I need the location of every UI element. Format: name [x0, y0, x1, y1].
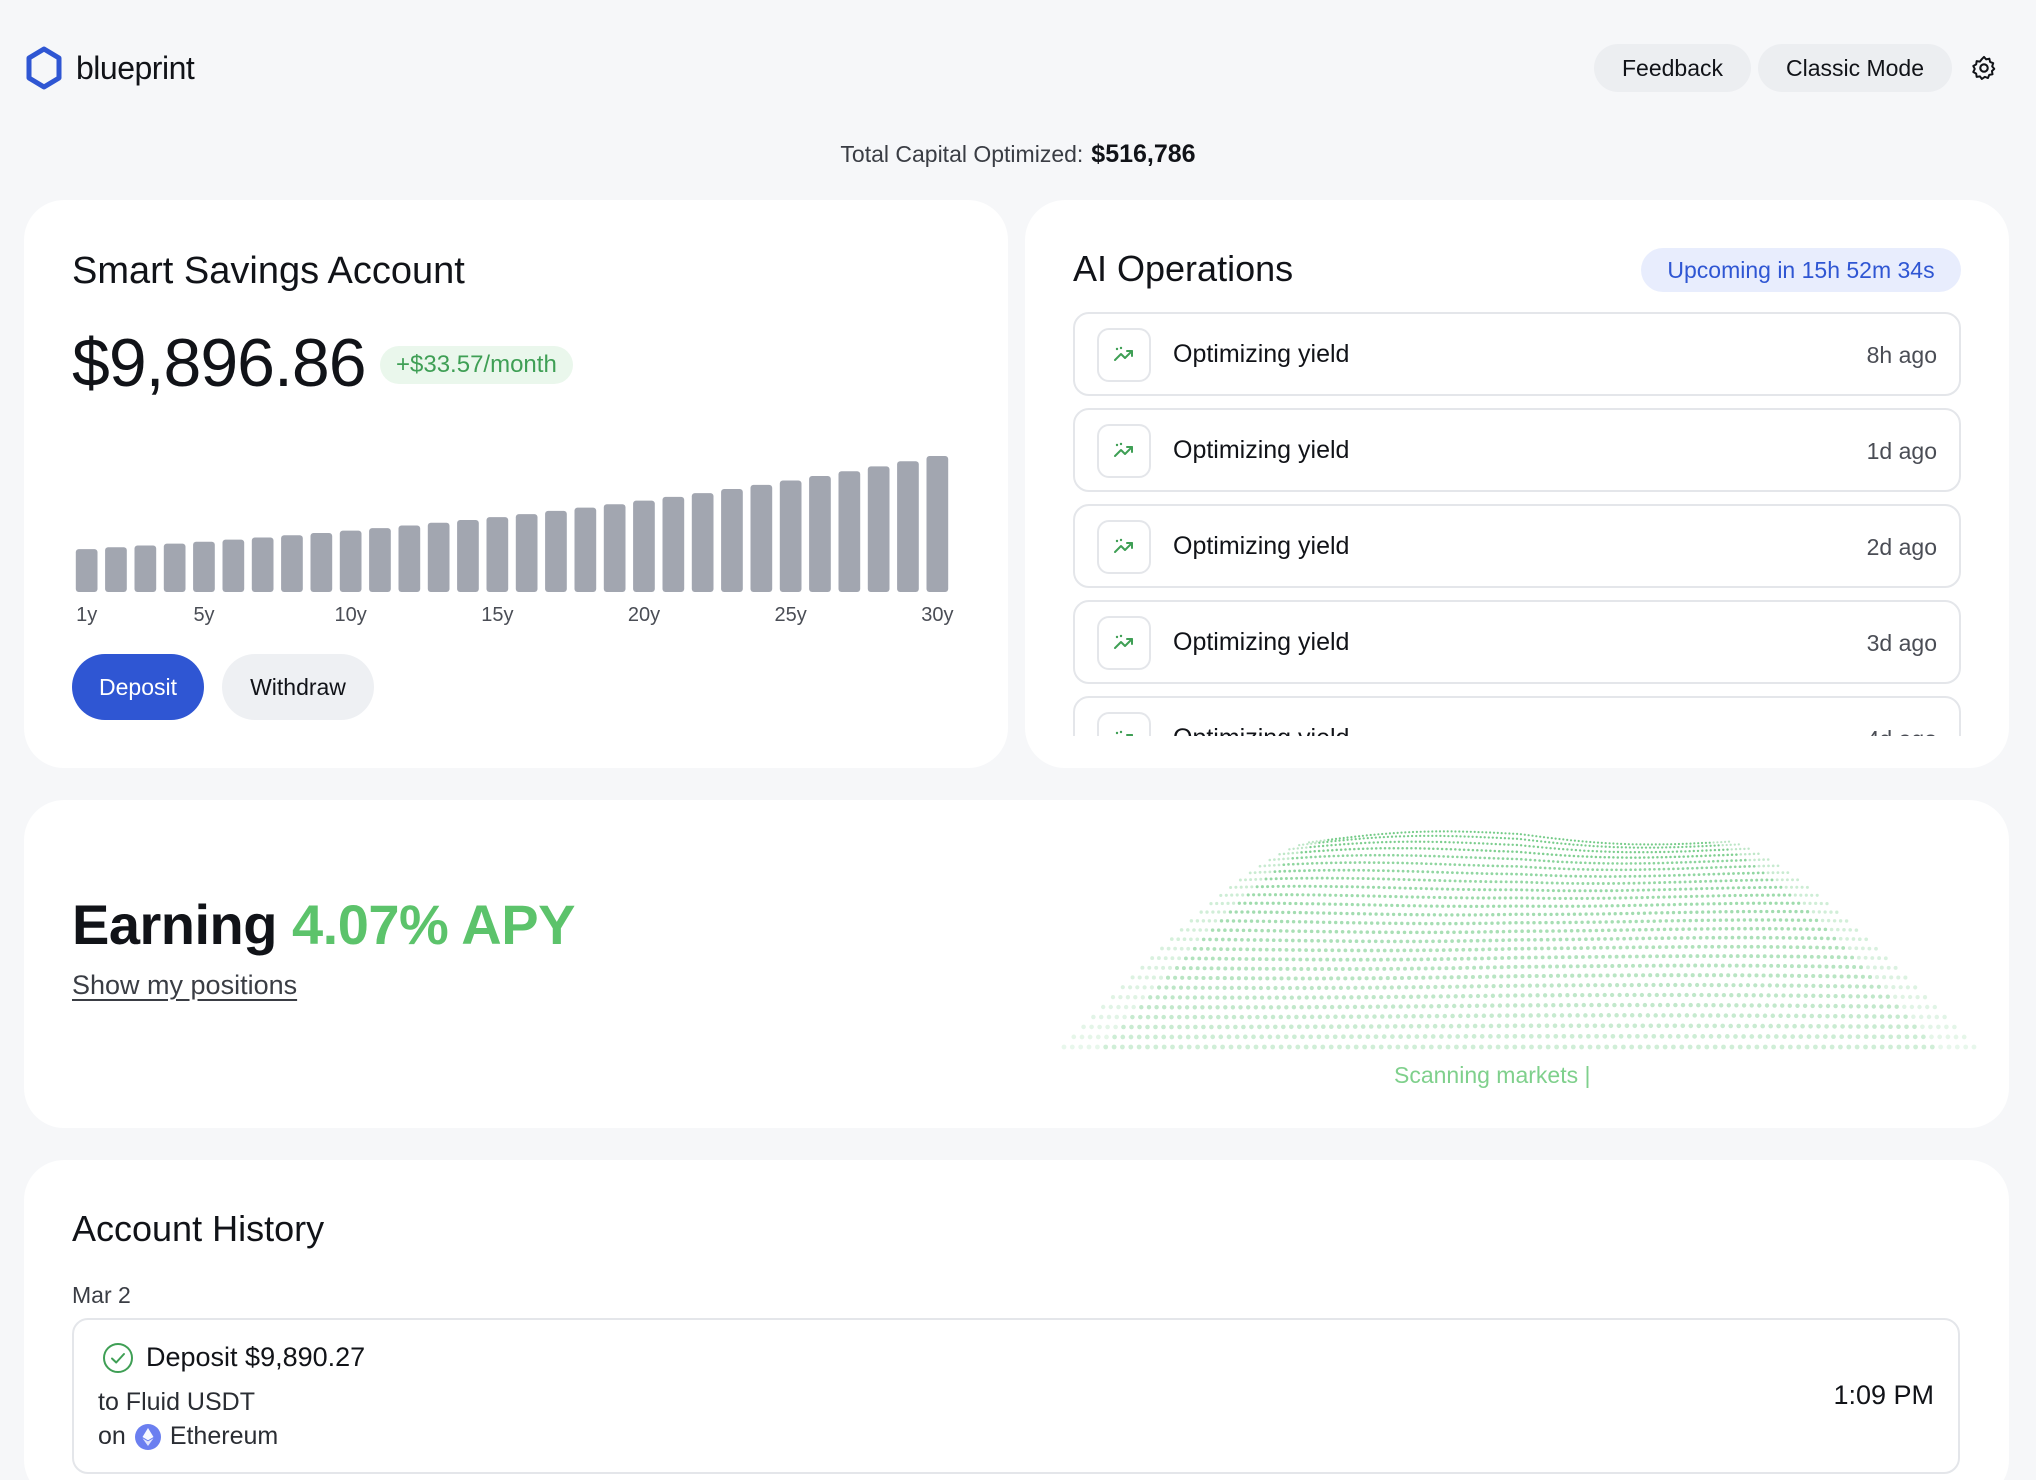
chart-bar-17y: [545, 510, 567, 592]
operation-row[interactable]: Optimizing yield 8h ago: [1073, 312, 1961, 396]
chart-bar-14y: [457, 520, 479, 592]
total-capital: Total Capital Optimized: $516,786: [0, 140, 2036, 169]
chart-bar-26y: [809, 476, 831, 592]
operation-row[interactable]: Optimizing yield 1d ago: [1073, 408, 1961, 492]
operation-time: 1d ago: [1866, 438, 1937, 464]
chart-bar-29y: [897, 461, 919, 592]
chart-bar-30y: [926, 456, 949, 592]
total-capital-label: Total Capital Optimized:: [840, 141, 1084, 167]
classic-mode-button[interactable]: Classic Mode: [1758, 44, 1952, 92]
operation-row[interactable]: Optimizing yield 4d ago: [1073, 696, 1961, 736]
operation-label: Optimizing yield: [1173, 340, 1350, 368]
savings-card: Smart Savings Account $9,896.86 +$33.57/…: [24, 200, 1008, 768]
apy-headline: Earning 4.07% APY: [72, 892, 575, 957]
operation-time: 8h ago: [1866, 342, 1937, 368]
x-tick-label: 30y: [921, 604, 954, 626]
operation-row[interactable]: Optimizing yield 3d ago: [1073, 600, 1961, 684]
apy-prefix: Earning: [72, 893, 277, 956]
gear-icon[interactable]: [1970, 54, 1998, 82]
total-capital-value: $516,786: [1091, 140, 1196, 168]
operation-row[interactable]: Optimizing yield 2d ago: [1073, 504, 1961, 588]
upcoming-badge: Upcoming in 15h 52m 34s: [1641, 248, 1961, 292]
ethereum-icon: [134, 1423, 161, 1450]
app-header: blueprint Feedback Classic Mode: [0, 0, 2036, 140]
scanning-status: Scanning markets |: [1394, 1062, 1591, 1088]
check-circle-icon: [103, 1343, 133, 1373]
history-entry-destination: to Fluid USDT: [98, 1388, 255, 1416]
account-history-title: Account History: [72, 1208, 325, 1249]
history-entry-network: on Ethereum: [98, 1422, 278, 1451]
operation-time: 2d ago: [1866, 534, 1937, 560]
history-entry-network-name: Ethereum: [169, 1422, 279, 1450]
chart-bar-28y: [867, 466, 890, 592]
trending-up-icon: [1097, 328, 1151, 382]
operation-time: 3d ago: [1866, 630, 1937, 656]
chart-bar-20y: [633, 500, 655, 592]
feedback-button[interactable]: Feedback: [1594, 44, 1751, 92]
x-tick-label: 25y: [774, 604, 807, 626]
chart-x-axis: 1y 5y 10y 15y 20y 25y 30y: [72, 604, 954, 634]
chart-bar-11y: [369, 528, 391, 592]
chart-bar-12y: [398, 525, 421, 592]
x-tick-label: 1y: [76, 604, 98, 626]
chart-bar-3y: [134, 545, 157, 592]
operation-label: Optimizing yield: [1173, 532, 1350, 560]
trending-up-icon: [1097, 424, 1151, 478]
chart-bar-25y: [779, 480, 802, 592]
chart-bar-13y: [427, 522, 450, 592]
blueprint-logo-icon: [26, 46, 62, 90]
x-tick-label: 15y: [481, 604, 514, 626]
history-entry-title: Deposit $9,890.27: [146, 1342, 366, 1372]
brand-name: blueprint: [76, 49, 195, 86]
operations-list[interactable]: Optimizing yield 8h ago Optimizing yield 1d…: [1073, 312, 1961, 736]
chart-bar-1y: [75, 549, 98, 592]
x-tick-label: 5y: [193, 604, 215, 626]
history-entry-time: 1:09 PM: [1833, 1380, 1934, 1410]
chart-bar-22y: [691, 493, 714, 592]
chart-bar-6y: [222, 539, 245, 592]
operation-label: Optimizing yield: [1173, 628, 1350, 656]
chart-bar-4y: [163, 543, 186, 592]
chart-bar-10y: [339, 530, 362, 592]
account-history-card: Account History Mar 2 Deposit $9,890.27 …: [24, 1160, 2009, 1480]
x-tick-label: 10y: [334, 604, 367, 626]
operation-label: Optimizing yield: [1173, 724, 1349, 736]
chart-bar-19y: [603, 504, 626, 592]
trending-up-icon: [1097, 520, 1151, 574]
chart-bar-27y: [838, 471, 861, 592]
market-scan-visualization: [1061, 830, 1977, 1050]
chart-bar-7y: [251, 537, 274, 592]
operation-time: 4d ago: [1867, 726, 1937, 736]
history-entry[interactable]: Deposit $9,890.27 to Fluid USDT on Ether…: [72, 1318, 1960, 1474]
growth-bar-chart: [75, 456, 949, 592]
ai-operations-title: AI Operations: [1073, 248, 1294, 289]
chart-bar-5y: [193, 541, 215, 592]
ai-operations-card: AI Operations Upcoming in 15h 52m 34s Op…: [1025, 200, 2009, 768]
chart-bar-9y: [310, 533, 333, 592]
apy-card: Earning 4.07% APY Show my positions Scan…: [24, 800, 2009, 1128]
chart-bar-21y: [662, 496, 685, 592]
chart-bar-23y: [721, 489, 743, 592]
savings-title: Smart Savings Account: [72, 250, 465, 292]
deposit-button[interactable]: Deposit: [72, 654, 204, 720]
trending-up-icon: [1097, 712, 1151, 736]
apy-rate: 4.07% APY: [292, 893, 575, 956]
brand-logo[interactable]: blueprint: [24, 46, 195, 90]
monthly-earnings-badge: +$33.57/month: [380, 346, 573, 384]
balance-value: $9,896.86: [72, 325, 367, 401]
trending-up-icon: [1097, 616, 1151, 670]
chart-bar-8y: [281, 535, 303, 592]
chart-bar-15y: [486, 517, 509, 592]
operation-label: Optimizing yield: [1173, 436, 1350, 464]
chart-bar-16y: [515, 514, 538, 592]
chart-bar-24y: [750, 484, 773, 592]
chart-bar-18y: [574, 507, 597, 592]
chart-bar-2y: [105, 547, 127, 592]
x-tick-label: 20y: [627, 604, 661, 626]
withdraw-button[interactable]: Withdraw: [222, 654, 374, 720]
history-date: Mar 2: [72, 1282, 131, 1308]
show-positions-link[interactable]: Show my positions: [72, 970, 298, 1000]
history-entry-on-label: on: [98, 1422, 126, 1450]
